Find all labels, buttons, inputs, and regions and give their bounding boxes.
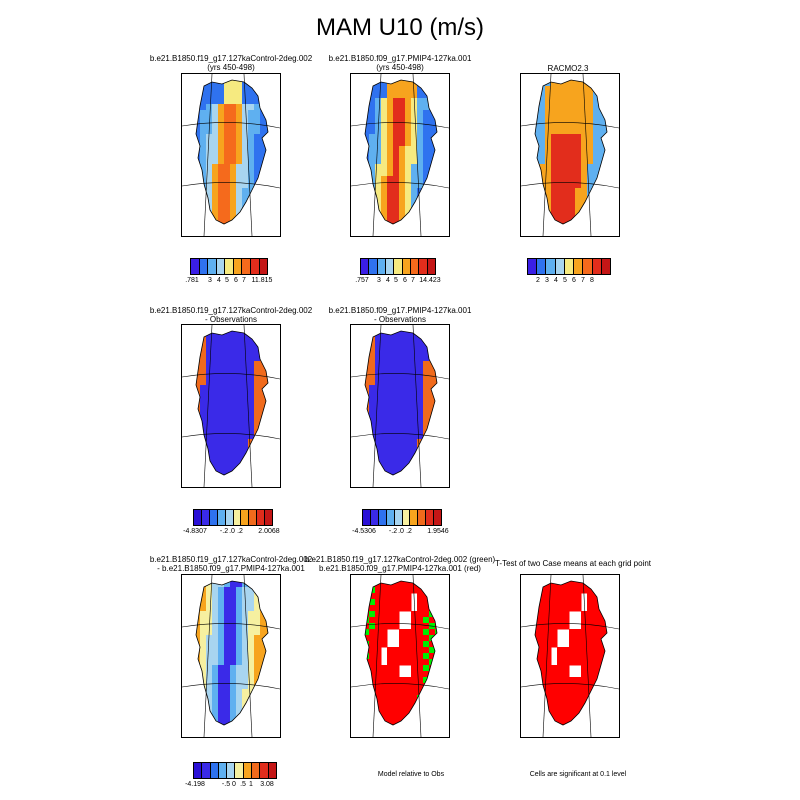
colorbar-box xyxy=(217,510,226,525)
colorbar-box xyxy=(265,510,273,525)
colorbar-box xyxy=(210,763,219,778)
greenland-map xyxy=(182,575,280,737)
colorbar-box xyxy=(227,763,236,778)
colorbar-box xyxy=(402,259,411,274)
greenland-map xyxy=(521,575,619,737)
panel-5-title: b.e21.B1850.f09_g17.PMIP4-127ka.001 - Ob… xyxy=(328,306,472,324)
colorbar-box xyxy=(202,763,211,778)
panel-7-title: b.e21.B1850.f19_g17.127kaControl-2deg.00… xyxy=(149,555,313,573)
colorbar-box xyxy=(370,510,379,525)
colorbar-1-labels: .781 3 4 5 6 7 11.815 xyxy=(185,277,273,284)
panel-9-title: T-Test of two Case means at each grid po… xyxy=(494,559,652,568)
colorbar-box xyxy=(378,510,387,525)
colorbar-box xyxy=(574,259,584,274)
colorbar-box xyxy=(235,763,244,778)
colorbar-box xyxy=(418,510,427,525)
greenland-map xyxy=(351,325,449,487)
colorbar-3-labels: 2 3 4 5 6 7 8 xyxy=(536,277,594,284)
model-relative-obs-note: Model relative to Obs xyxy=(377,771,445,778)
map-panel-8 xyxy=(350,574,450,738)
colorbar-box xyxy=(394,259,403,274)
colorbar-box xyxy=(194,510,202,525)
greenland-map xyxy=(351,575,449,737)
colorbar-box xyxy=(410,510,419,525)
colorbar-box xyxy=(369,259,378,274)
colorbar-box xyxy=(199,259,209,274)
colorbar-box xyxy=(410,259,420,274)
map-panel-9 xyxy=(520,574,620,738)
map-panel-7 xyxy=(181,574,281,738)
colorbar-box xyxy=(259,259,268,274)
colorbar-box xyxy=(546,259,556,274)
colorbar-box xyxy=(250,259,260,274)
colorbar-box xyxy=(194,763,203,778)
greenland-map xyxy=(351,74,449,236)
colorbar-3 xyxy=(527,258,611,275)
colorbar-2-labels: .757 3 4 5 6 7 14.423 xyxy=(355,277,441,284)
map-panel-2 xyxy=(350,73,450,237)
colorbar-box xyxy=(268,763,276,778)
colorbar-box xyxy=(427,259,435,274)
colorbar-5-labels: -4.5306 -.2 .0 .2 1.9546 xyxy=(352,528,449,535)
map-panel-5 xyxy=(350,324,450,488)
colorbar-box xyxy=(249,510,258,525)
colorbar-box xyxy=(361,259,370,274)
colorbar-box xyxy=(225,259,234,274)
colorbar-7-labels: -4.198 -.5 0 .5 1 3.08 xyxy=(185,781,274,788)
colorbar-box xyxy=(528,259,538,274)
colorbar-box xyxy=(218,763,228,778)
colorbar-7 xyxy=(193,762,277,779)
colorbar-box xyxy=(209,510,218,525)
colorbar-box xyxy=(564,259,575,274)
panel-1-title: b.e21.B1850.f19_g17.127kaControl-2deg.00… xyxy=(149,54,313,72)
colorbar-box xyxy=(233,259,243,274)
colorbar-box xyxy=(208,259,217,274)
colorbar-box xyxy=(243,763,253,778)
colorbar-box xyxy=(434,510,442,525)
panel-4-title: b.e21.B1850.f19_g17.127kaControl-2deg.00… xyxy=(149,306,313,324)
colorbar-5 xyxy=(362,509,442,526)
cells-significant-note: Cells are significant at 0.1 level xyxy=(529,771,627,778)
colorbar-box xyxy=(555,259,565,274)
panel-3-title: RACMO2.3 xyxy=(547,64,589,73)
panel-2-title: b.e21.B1850.f09_g17.PMIP4-127ka.001 (yrs… xyxy=(328,54,472,72)
colorbar-box xyxy=(363,510,371,525)
map-panel-4 xyxy=(181,324,281,488)
greenland-map xyxy=(182,74,280,236)
colorbar-box xyxy=(537,259,547,274)
colorbar-box xyxy=(426,510,435,525)
colorbar-4 xyxy=(193,509,273,526)
colorbar-box xyxy=(601,259,610,274)
figure-title: MAM U10 (m/s) xyxy=(316,14,484,41)
colorbar-box xyxy=(385,259,395,274)
greenland-map xyxy=(521,74,619,236)
colorbar-4-labels: -4.8307 -.2 .0 .2 2.0068 xyxy=(183,528,280,535)
colorbar-box xyxy=(260,763,269,778)
colorbar-box xyxy=(191,259,200,274)
colorbar-box xyxy=(216,259,226,274)
colorbar-box xyxy=(242,259,251,274)
colorbar-2 xyxy=(360,258,436,275)
colorbar-box xyxy=(402,510,411,525)
colorbar-box xyxy=(592,259,602,274)
colorbar-box xyxy=(377,259,386,274)
colorbar-box xyxy=(233,510,242,525)
colorbar-box xyxy=(201,510,210,525)
colorbar-box xyxy=(583,259,593,274)
greenland-map xyxy=(182,325,280,487)
map-panel-1 xyxy=(181,73,281,237)
colorbar-box xyxy=(241,510,250,525)
colorbar-box xyxy=(394,510,403,525)
colorbar-box xyxy=(419,259,428,274)
colorbar-box xyxy=(257,510,266,525)
colorbar-1 xyxy=(190,258,268,275)
colorbar-box xyxy=(386,510,395,525)
panel-8-title: b.e21.B1850.f19_g17.127kaControl-2deg.00… xyxy=(304,555,496,573)
colorbar-box xyxy=(252,763,261,778)
map-panel-3 xyxy=(520,73,620,237)
colorbar-box xyxy=(225,510,234,525)
